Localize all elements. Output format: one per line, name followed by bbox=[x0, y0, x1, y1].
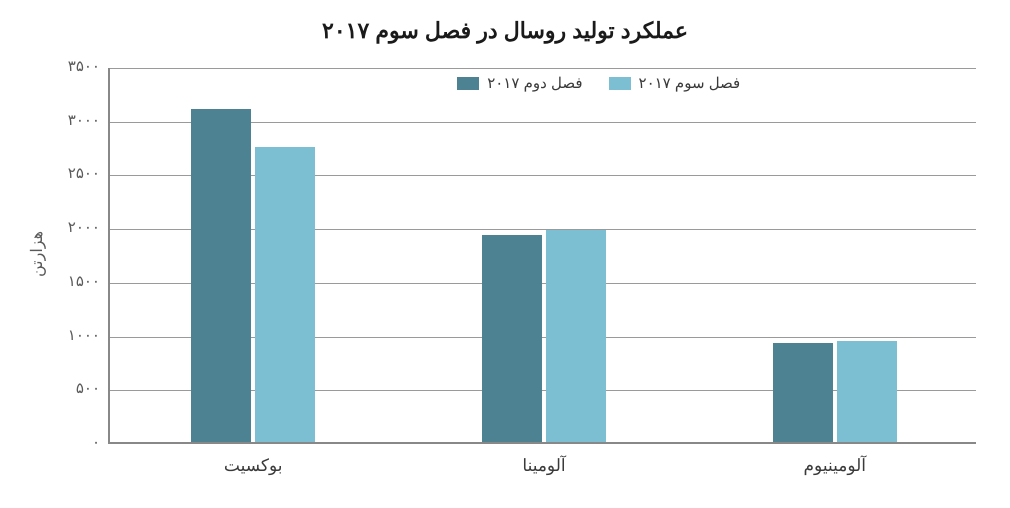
y-tick-label: ۲۰۰۰ bbox=[68, 218, 110, 236]
y-tick-label: ۱۵۰۰ bbox=[68, 272, 110, 290]
legend-swatch bbox=[457, 77, 479, 90]
y-tick-label: ۳۰۰۰ bbox=[68, 111, 110, 129]
chart-title: عملکرد تولید روسال در فصل سوم ۲۰۱۷ bbox=[0, 18, 1010, 44]
bar bbox=[482, 235, 542, 442]
legend: فصل دوم ۲۰۱۷ فصل سوم ۲۰۱۷ bbox=[457, 74, 740, 92]
x-tick-label: بوکسیت bbox=[224, 442, 283, 476]
legend-label: فصل سوم ۲۰۱۷ bbox=[639, 74, 741, 92]
bar bbox=[255, 147, 315, 442]
y-tick-label: ۵۰۰ bbox=[76, 379, 110, 397]
plot-area: ۰۵۰۰۱۰۰۰۱۵۰۰۲۰۰۰۲۵۰۰۳۰۰۰۳۵۰۰بوکسیتآلومین… bbox=[108, 68, 976, 444]
y-tick-label: ۰ bbox=[92, 433, 110, 451]
x-tick-label: آلومینا bbox=[522, 442, 565, 476]
bar bbox=[191, 109, 251, 442]
legend-item: فصل سوم ۲۰۱۷ bbox=[609, 74, 741, 92]
y-axis-label: هزارتن bbox=[27, 231, 47, 277]
bar bbox=[837, 341, 897, 442]
legend-swatch bbox=[609, 77, 631, 90]
chart-container: عملکرد تولید روسال در فصل سوم ۲۰۱۷ هزارت… bbox=[0, 0, 1010, 508]
x-tick-label: آلومینیوم bbox=[804, 442, 867, 476]
legend-label: فصل دوم ۲۰۱۷ bbox=[487, 74, 582, 92]
bar bbox=[546, 230, 606, 442]
legend-item: فصل دوم ۲۰۱۷ bbox=[457, 74, 582, 92]
grid-line bbox=[110, 68, 976, 69]
y-tick-label: ۱۰۰۰ bbox=[68, 326, 110, 344]
bar bbox=[773, 343, 833, 442]
y-tick-label: ۳۵۰۰ bbox=[68, 57, 110, 75]
y-tick-label: ۲۵۰۰ bbox=[68, 164, 110, 182]
